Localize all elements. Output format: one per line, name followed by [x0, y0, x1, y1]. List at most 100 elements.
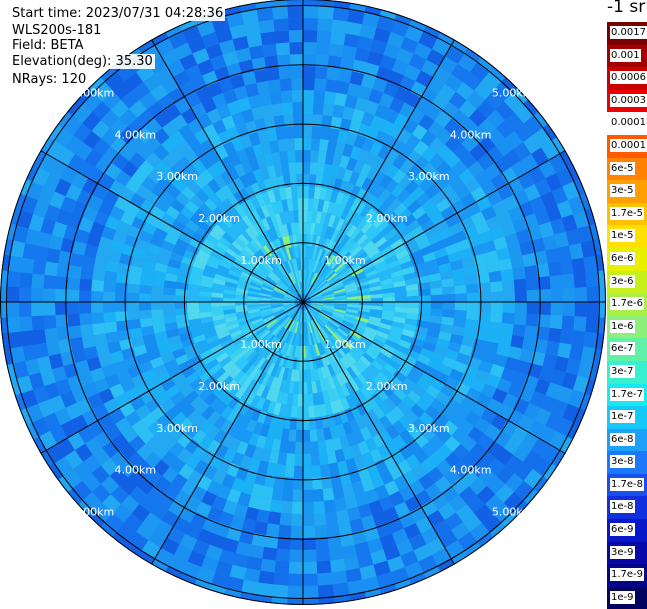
range-gate	[211, 301, 224, 307]
range-gate	[271, 438, 282, 453]
range-gate	[390, 325, 404, 335]
range-gate	[151, 278, 165, 288]
range-gate	[321, 309, 333, 316]
range-ring-label: 3.00km	[408, 170, 450, 183]
range-gate	[170, 391, 185, 406]
range-gate	[223, 293, 236, 299]
range-gate	[167, 258, 182, 269]
range-gate	[366, 423, 379, 438]
range-gate	[385, 410, 399, 426]
range-gate	[478, 467, 497, 487]
range-gate	[305, 283, 312, 295]
range-gate	[32, 259, 47, 275]
range-gate	[274, 225, 283, 239]
range-gate	[281, 316, 291, 327]
range-gate	[298, 210, 304, 223]
range-gate	[345, 352, 357, 365]
range-gate	[186, 349, 200, 361]
range-gate	[431, 492, 449, 511]
range-gate	[187, 301, 200, 309]
range-gate	[104, 270, 118, 283]
range-gate	[131, 168, 148, 185]
range-gate	[257, 219, 267, 233]
range-gate	[183, 343, 198, 355]
range-gate	[364, 152, 378, 167]
range-gate	[283, 477, 294, 490]
elevation-text: Elevation(deg): 35.30	[12, 54, 155, 69]
range-gate	[357, 217, 369, 231]
range-gate	[387, 334, 401, 345]
range-gate	[302, 537, 316, 550]
range-gate	[259, 290, 273, 296]
range-gate	[318, 313, 329, 323]
range-gate	[282, 223, 289, 237]
range-ring-label: 1.00km	[240, 254, 282, 267]
range-gate	[412, 171, 428, 187]
range-gate	[202, 269, 216, 279]
range-gate	[249, 352, 261, 365]
range-gate	[49, 191, 66, 209]
range-gate	[263, 244, 273, 257]
range-gate	[288, 319, 295, 332]
range-gate	[507, 382, 524, 399]
range-gate	[307, 381, 313, 394]
range-gate	[485, 373, 501, 389]
range-gate	[275, 284, 287, 292]
range-gate	[400, 360, 414, 372]
range-gate	[341, 544, 358, 559]
range-gate	[277, 327, 286, 339]
range-gate	[204, 264, 218, 274]
range-gate	[495, 138, 514, 157]
range-gate	[139, 284, 152, 295]
colorbar-cell: 6e-8	[607, 428, 647, 452]
range-gate	[324, 511, 339, 525]
range-gate	[244, 185, 256, 199]
range-gate	[317, 6, 335, 20]
range-gate	[306, 222, 312, 235]
range-gate	[415, 192, 431, 207]
range-gate	[354, 389, 367, 403]
range-gate	[175, 295, 188, 302]
range-gate	[275, 126, 287, 141]
range-gate	[239, 322, 252, 330]
range-gate	[65, 402, 83, 421]
range-gate	[44, 327, 59, 343]
range-gate	[201, 31, 220, 49]
range-gate	[252, 354, 264, 367]
range-gate	[417, 238, 431, 251]
range-gate	[276, 536, 291, 550]
range-gate	[344, 284, 358, 291]
range-gate	[346, 308, 359, 314]
range-gate	[139, 276, 153, 287]
range-gate	[383, 43, 401, 60]
range-gate	[315, 211, 323, 224]
range-gate	[460, 152, 478, 169]
range-gate	[332, 311, 345, 318]
range-gate	[338, 180, 349, 194]
range-gate	[545, 204, 562, 222]
colorbar-cell: 1.7e-5	[607, 202, 647, 226]
range-gate	[486, 440, 504, 459]
range-gate	[277, 281, 288, 291]
range-gate	[394, 306, 407, 313]
range-gate	[300, 246, 304, 259]
range-gate	[308, 307, 318, 317]
range-gate	[295, 309, 301, 322]
range-gate	[430, 308, 443, 317]
range-gate	[320, 224, 328, 238]
range-gate	[255, 206, 266, 221]
range-gate	[466, 292, 479, 303]
colorbar-cell: 0.0017	[607, 22, 647, 45]
range-gate	[60, 390, 77, 408]
range-gate	[349, 264, 362, 275]
range-gate	[317, 329, 325, 342]
range-gate	[382, 250, 396, 261]
range-gate	[279, 440, 289, 454]
range-gate	[334, 303, 347, 307]
range-gate	[213, 429, 227, 445]
range-gate	[313, 404, 322, 418]
range-gate	[500, 420, 518, 438]
range-gate	[380, 224, 394, 237]
range-gate	[237, 358, 250, 371]
range-gate	[346, 432, 358, 447]
